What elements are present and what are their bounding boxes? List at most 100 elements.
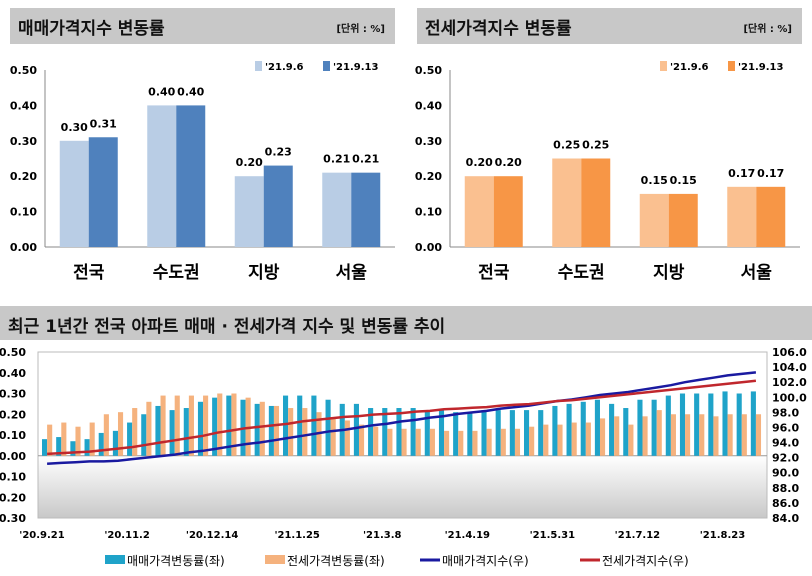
left-y-tick-label: 0.40 — [0, 367, 26, 380]
bar — [694, 393, 700, 456]
bar — [231, 393, 237, 456]
bar — [89, 422, 95, 456]
bar — [373, 426, 379, 456]
bar — [351, 172, 381, 247]
data-label: 0.25 — [553, 139, 580, 152]
legend-swatch — [265, 555, 285, 564]
bar — [552, 405, 558, 456]
data-label: 0.15 — [641, 174, 668, 187]
x-tick-label: '21.3.8 — [363, 530, 402, 541]
right-y-tick-label: 86.0 — [772, 497, 799, 510]
bar — [552, 158, 582, 247]
bar — [722, 391, 728, 456]
legend-label: 전세가격지수(우) — [602, 554, 689, 568]
plot-area — [37, 351, 768, 519]
y-tick-label: 0.30 — [415, 135, 442, 148]
bar — [226, 395, 232, 456]
bar — [311, 395, 317, 456]
bar — [42, 439, 48, 456]
bar — [524, 410, 530, 456]
bar — [529, 426, 535, 456]
bar — [358, 424, 365, 456]
bar — [259, 401, 265, 456]
bar — [132, 408, 138, 456]
bar — [429, 428, 435, 456]
bar — [453, 412, 459, 456]
legend-swatch — [255, 61, 262, 71]
bar — [685, 414, 691, 456]
bar — [183, 408, 189, 456]
bar — [368, 408, 374, 456]
bar — [444, 430, 450, 456]
bar — [61, 422, 67, 456]
bar — [141, 414, 147, 456]
category-label: 지방 — [653, 263, 685, 283]
category-label: 전국 — [73, 263, 105, 283]
right-y-tick-label: 88.0 — [772, 482, 799, 495]
bar — [637, 399, 643, 456]
bar — [47, 424, 53, 456]
trend-chart-title: 최근 1년간 전국 아파트 매매 · 전세가격 지수 및 변동률 추이 — [8, 317, 446, 337]
bar — [424, 410, 430, 456]
sale-chart-title: 매매가격지수 변동률 — [18, 19, 165, 39]
category-label: 수도권 — [558, 263, 605, 283]
legend-label: 매매가격지수(우) — [442, 554, 529, 568]
bar — [472, 430, 478, 456]
bar — [353, 403, 359, 456]
data-label: 0.20 — [236, 156, 263, 169]
bar — [727, 186, 757, 247]
bar — [699, 414, 705, 456]
y-tick-label: 0.50 — [415, 64, 442, 77]
category-label: 서울 — [741, 263, 773, 283]
bar — [254, 403, 260, 456]
right-y-tick-label: 102.0 — [772, 376, 807, 389]
bar — [410, 408, 416, 456]
y-tick-label: 0.00 — [415, 241, 442, 254]
bar — [212, 397, 218, 456]
x-tick-label: '20.11.2 — [104, 530, 149, 541]
left-y-tick-label: -0.20 — [0, 491, 26, 504]
right-y-tick-label: 92.0 — [772, 452, 799, 465]
bar — [84, 439, 90, 456]
bar — [642, 416, 648, 456]
bar — [234, 176, 264, 247]
bar — [344, 420, 350, 456]
bar — [273, 405, 280, 456]
lease-unit-label: [단위 : %] — [743, 24, 792, 35]
legend-swatch — [728, 61, 735, 71]
bar — [174, 395, 180, 456]
bar — [263, 165, 293, 247]
right-y-tick-label: 84.0 — [772, 512, 799, 525]
bar — [755, 414, 762, 456]
bar — [59, 140, 89, 247]
bar — [599, 418, 606, 456]
x-tick-label: '20.9.21 — [19, 530, 64, 541]
bar — [464, 176, 494, 247]
bar — [736, 393, 742, 456]
bar — [486, 428, 492, 456]
right-y-tick-label: 104.0 — [772, 361, 807, 374]
bar — [325, 399, 331, 456]
bar — [188, 395, 194, 456]
bar — [302, 408, 308, 456]
bar — [330, 418, 336, 456]
bar — [160, 395, 166, 456]
bar — [514, 428, 521, 456]
data-label: 0.40 — [177, 85, 204, 98]
bar — [415, 428, 421, 456]
y-tick-label: 0.10 — [10, 206, 37, 219]
y-tick-label: 0.40 — [10, 99, 37, 112]
bar — [75, 426, 81, 456]
y-tick-label: 0.40 — [415, 99, 442, 112]
y-tick-label: 0.00 — [10, 241, 37, 254]
bar — [756, 186, 786, 247]
data-label: 0.23 — [265, 146, 292, 159]
bar — [147, 105, 177, 248]
bar — [203, 395, 209, 456]
index-line — [47, 379, 757, 456]
index-line — [47, 371, 757, 465]
left-y-tick-label: -0.30 — [0, 512, 26, 525]
bar — [566, 403, 572, 456]
data-label: 0.21 — [323, 153, 350, 166]
